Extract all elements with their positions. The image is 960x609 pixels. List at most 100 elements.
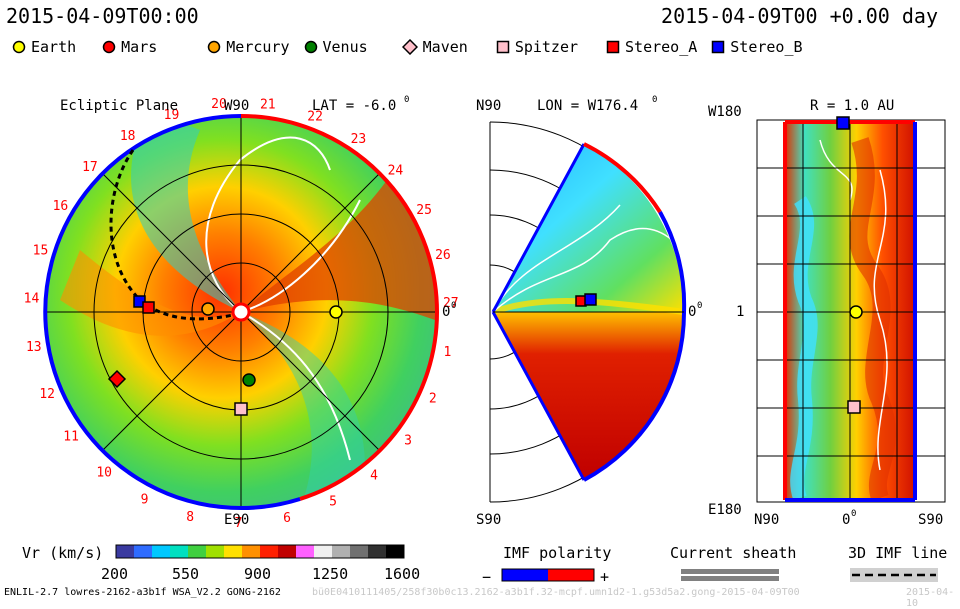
carrington-number: 11 (63, 429, 79, 444)
venus-marker-icon (304, 40, 317, 54)
ecliptic-right-label: 0 (442, 304, 450, 320)
ecliptic-plane-panel: 20 21222324252627123456789101112131415161… (24, 95, 459, 531)
radial-x-mid-label: 0 (842, 512, 850, 528)
maven-marker-icon (401, 39, 418, 55)
colorbar-tick: 550 (172, 565, 199, 583)
mars-marker-icon (102, 40, 116, 54)
speed-colorbar: Vr (km/s) 200 550 900 1250 1600 (22, 544, 420, 583)
colorbar-cell (242, 545, 261, 558)
legend-label: Maven (422, 38, 468, 56)
colorbar-tick: 900 (244, 565, 271, 583)
spitzer-marker-icon (496, 40, 510, 54)
carrington-number: 6 (283, 511, 291, 526)
model-info: ENLIL-2.7 lowres-2162-a3b1f WSA_V2.2 GON… (4, 587, 281, 598)
colorbar-tick: 200 (101, 565, 128, 583)
imf-polarity-plus: + (600, 568, 609, 586)
stereo-a-marker-icon (606, 40, 620, 54)
colorbar-cell (224, 545, 243, 558)
object-legend: Earth Mars Mercury Venus Maven Spitzer S… (12, 38, 817, 56)
legend-label: Earth (31, 38, 77, 56)
radial-x-left-label: N90 (754, 512, 779, 528)
legend-item-stereo-a: Stereo_A (606, 38, 697, 56)
ecliptic-top-label: W90 (224, 98, 249, 114)
imf-polarity-label: IMF polarity (503, 544, 611, 562)
carrington-number: 4 (370, 468, 378, 483)
ecliptic-right-label-sup: 0 (451, 301, 456, 311)
mercury-marker-icon (201, 302, 215, 316)
legend-label: Stereo_B (730, 38, 803, 56)
meridional-right-label: 0 (688, 304, 696, 320)
legend-label: Mars (121, 38, 158, 56)
run-id: bü0E0410111405/258f30b0c13.2162-a3b1f.32… (312, 587, 800, 598)
maven-marker-icon (107, 369, 127, 389)
carrington-number: 20 (211, 97, 227, 112)
colorbar-tick: 1600 (384, 565, 420, 583)
carrington-number: 15 (33, 243, 49, 258)
carrington-number: 14 (24, 291, 40, 306)
imf-line-label: 3D IMF line (848, 544, 947, 562)
legend-item-earth: Earth (12, 38, 76, 56)
run-time-label: 2015-04-09T00 +0.00 day (661, 4, 938, 28)
meridional-speed-map-north (493, 144, 685, 312)
spitzer-marker-icon (847, 400, 861, 414)
carrington-number: 26 (435, 248, 451, 263)
ecliptic-title: Ecliptic Plane (60, 98, 178, 114)
spitzer-marker-icon (234, 402, 248, 416)
radial-x-right-label: S90 (918, 512, 943, 528)
legend-item-venus: Venus (304, 38, 368, 56)
colorbar-cell (134, 545, 153, 558)
carrington-longitude-labels: 20 21222324252627123456789101112131415161… (24, 97, 459, 531)
r-label: R = 1.0 AU (810, 98, 894, 114)
colorbar-tick: 1250 (312, 565, 348, 583)
colorbar-label: Vr (km/s) (22, 544, 103, 562)
carrington-number: 8 (186, 510, 194, 525)
current-sheath-swatch (681, 576, 779, 581)
colorbar-cell (368, 545, 387, 558)
carrington-number: 3 (404, 433, 412, 448)
carrington-number: 1 (443, 345, 451, 360)
colorbar-cell (314, 545, 333, 558)
colorbar-cell (332, 545, 351, 558)
lat-label-sup: 0 (404, 95, 409, 105)
carrington-number: 13 (26, 340, 42, 355)
carrington-number: 21 (260, 98, 276, 113)
carrington-number: 12 (39, 387, 55, 402)
carrington-number: 17 (82, 160, 98, 175)
meridional-plane-panel: N90 S90 0 0 LON = W176.4 0 (476, 95, 702, 528)
colorbar-cell (170, 545, 189, 558)
radial-left-mid-label: 1 (736, 304, 744, 320)
legend-item-spitzer: Spitzer (496, 38, 578, 56)
radial-left-top-label: W180 (708, 104, 742, 120)
imf-polarity-minus: − (482, 568, 491, 586)
imf-negative-swatch (502, 569, 548, 581)
legend-label: Stereo_A (625, 38, 698, 56)
carrington-number: 27 (443, 296, 459, 311)
radial-left-bottom-label: E180 (708, 502, 742, 518)
stereo-b-marker-icon (584, 293, 597, 306)
meridional-right-label-sup: 0 (697, 301, 702, 311)
legend-item-maven: Maven (401, 38, 468, 56)
legend-label: Venus (322, 38, 368, 56)
carrington-number: 24 (388, 164, 404, 179)
legend-label: Mercury (226, 38, 290, 56)
carrington-number: 16 (53, 199, 69, 214)
colorbar-cell (350, 545, 369, 558)
carrington-number: 7 (235, 516, 243, 531)
meridional-top-label: N90 (476, 98, 501, 114)
colorbar-cell (152, 545, 171, 558)
colorbar-cell (386, 545, 405, 558)
current-sheath-swatch (681, 569, 779, 574)
legend-item-mars: Mars (102, 38, 157, 56)
colorbar-cell (278, 545, 297, 558)
carrington-number: 2 (429, 391, 437, 406)
lon-label: LON = W176.4 (537, 98, 638, 114)
sun-icon (231, 302, 251, 322)
carrington-number: 5 (329, 495, 337, 510)
stereo-a-marker-icon (142, 301, 155, 314)
colorbar-cell (188, 545, 207, 558)
carrington-number: 9 (141, 493, 149, 508)
datetime-label: 2015-04-09T00:00 (6, 4, 199, 28)
lat-label: LAT = -6.0 (312, 98, 396, 114)
mercury-marker-icon (208, 40, 221, 54)
